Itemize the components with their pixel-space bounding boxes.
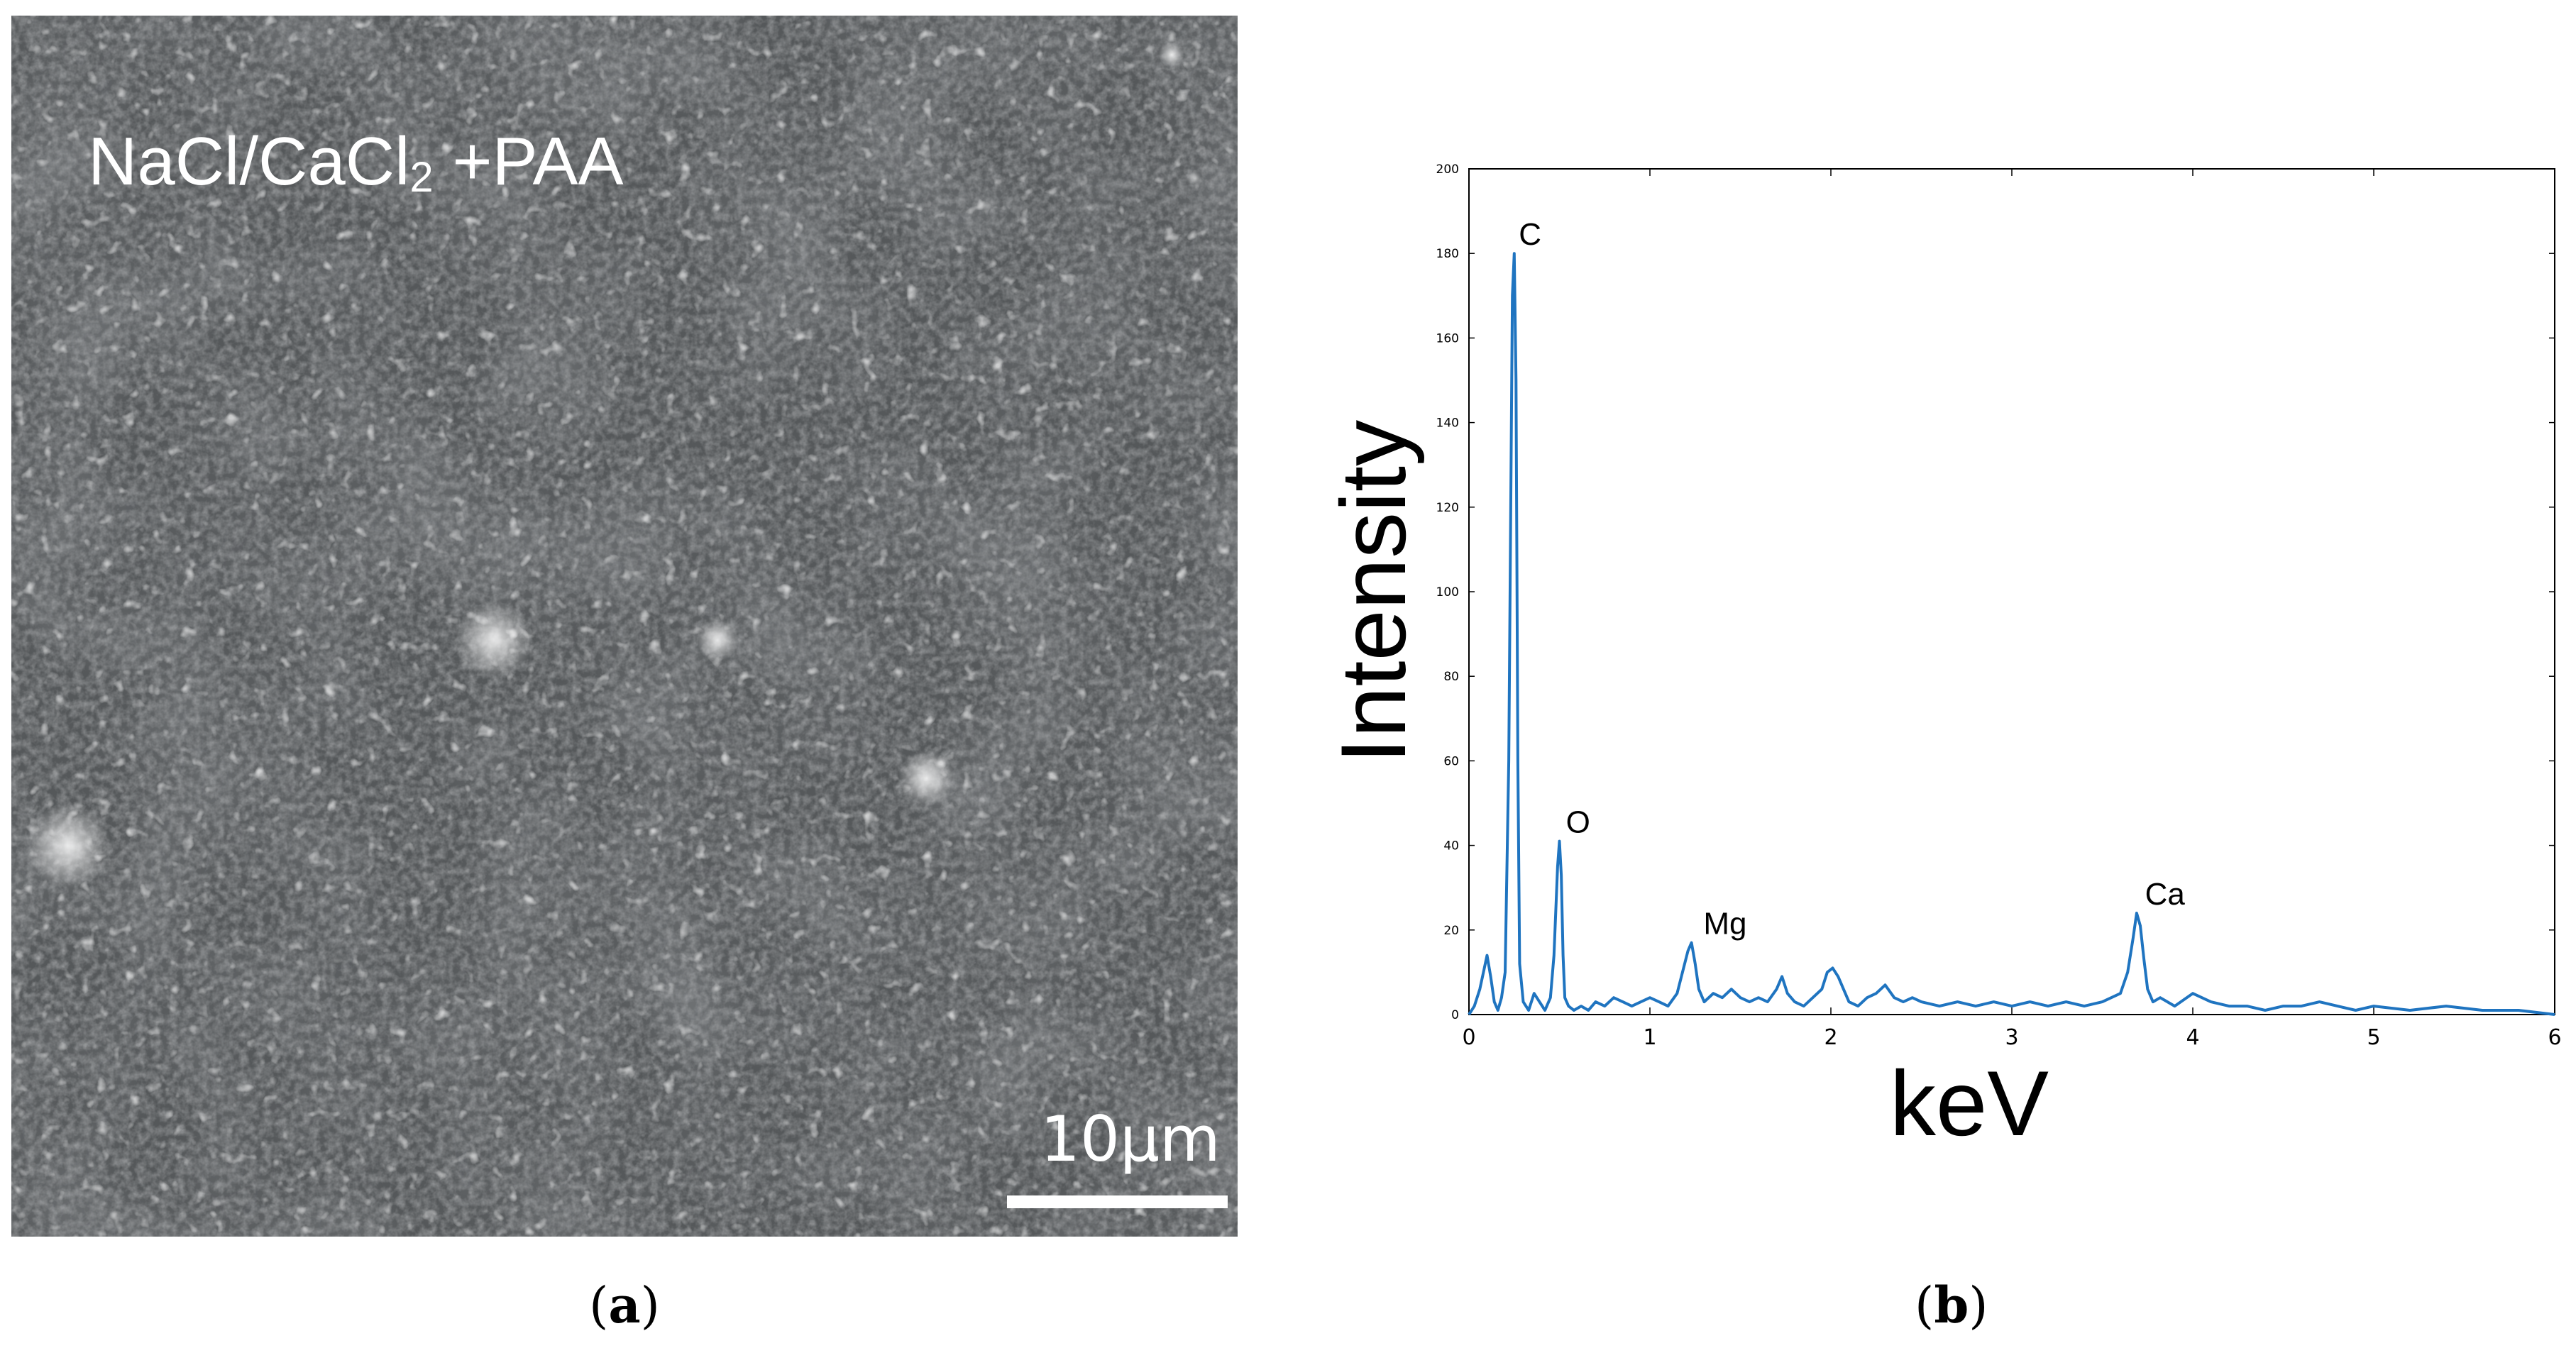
x-tick-label: 6 bbox=[2548, 1025, 2561, 1050]
bright-spot bbox=[1159, 42, 1184, 67]
x-tick-label: 3 bbox=[2005, 1025, 2018, 1050]
scale-bar-label: 10µm bbox=[1040, 1103, 1221, 1176]
x-tick-label: 0 bbox=[1462, 1025, 1475, 1050]
y-tick-label: 160 bbox=[1436, 331, 1459, 346]
y-tick-label: 120 bbox=[1436, 501, 1459, 515]
y-tick-label: 200 bbox=[1436, 162, 1459, 177]
x-axis-title: keV bbox=[1890, 1051, 2049, 1155]
y-tick-label: 20 bbox=[1443, 924, 1459, 938]
x-tick-label: 1 bbox=[1643, 1025, 1656, 1050]
plot-frame bbox=[1468, 168, 2555, 1015]
bright-spot bbox=[26, 803, 111, 888]
x-tick-label: 5 bbox=[2367, 1025, 2380, 1050]
sample-label-suffix: +PAA bbox=[433, 123, 624, 199]
y-tick-label: 40 bbox=[1443, 839, 1459, 854]
chart-annotations: C O Mg Ca bbox=[1519, 217, 2185, 941]
chart-series bbox=[1468, 252, 2555, 1016]
scale-bar bbox=[1007, 1195, 1228, 1208]
chart-axes bbox=[1468, 168, 2555, 1015]
caption-b: (b) bbox=[1915, 1276, 1988, 1335]
peak-label-o: O bbox=[1566, 805, 1590, 840]
sample-label-main: NaCl/CaCl bbox=[88, 123, 410, 199]
y-tick-label: 0 bbox=[1451, 1008, 1459, 1022]
y-tick-label: 60 bbox=[1443, 754, 1459, 768]
peak-label-c: C bbox=[1519, 217, 1541, 252]
sample-label: NaCl/CaCl2 +PAA bbox=[88, 128, 624, 199]
x-tick-label: 4 bbox=[2186, 1025, 2199, 1050]
sem-texture bbox=[11, 16, 1238, 1237]
x-tick-label: 2 bbox=[1824, 1025, 1837, 1050]
caption-b-letter: b bbox=[1934, 1276, 1969, 1335]
chart-ticks: 0 20 40 60 80 100 120 140 160 180 200 0 1 2 3 4 5 6 bbox=[1436, 162, 2562, 1050]
caption-a: (a) bbox=[589, 1276, 660, 1335]
sem-micrograph: NaCl/CaCl2 +PAA 10µm bbox=[11, 16, 1238, 1237]
bright-spot bbox=[696, 619, 739, 661]
caption-a-letter: a bbox=[608, 1276, 641, 1335]
y-tick-label: 80 bbox=[1443, 670, 1459, 684]
series-line bbox=[1468, 252, 2555, 1016]
peak-label-ca: Ca bbox=[2145, 877, 2186, 912]
y-tick-label: 180 bbox=[1436, 247, 1459, 261]
y-tick-label: 100 bbox=[1436, 585, 1459, 600]
y-axis-title: Intensity bbox=[1321, 420, 1425, 763]
bright-spot bbox=[898, 750, 955, 807]
sample-label-subscript: 2 bbox=[409, 153, 434, 201]
y-tick-label: 140 bbox=[1436, 416, 1459, 431]
bright-spot bbox=[455, 601, 533, 679]
peak-label-mg: Mg bbox=[1703, 907, 1746, 941]
